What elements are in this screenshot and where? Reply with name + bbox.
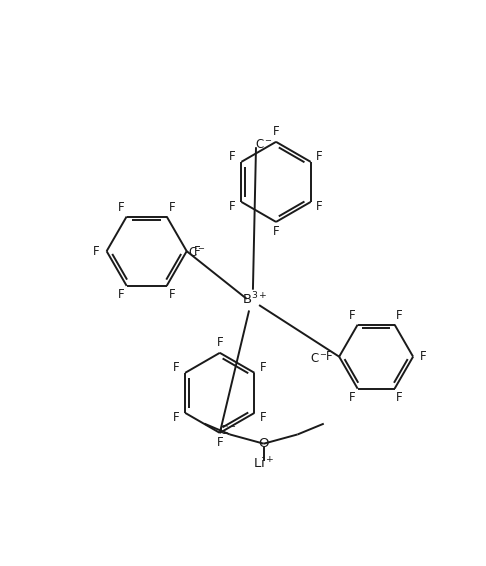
Text: F: F	[349, 310, 356, 323]
Text: F: F	[260, 361, 266, 374]
Text: F: F	[396, 391, 403, 404]
Text: O: O	[259, 437, 269, 450]
Text: F: F	[216, 336, 223, 349]
Text: $\mathregular{Li^+}$: $\mathregular{Li^+}$	[253, 456, 275, 471]
Text: F: F	[316, 151, 323, 164]
Text: F: F	[273, 225, 279, 238]
Text: F: F	[273, 125, 279, 138]
Text: $\mathregular{C^-}$: $\mathregular{C^-}$	[219, 424, 237, 437]
Text: F: F	[173, 411, 180, 424]
Text: F: F	[168, 201, 175, 215]
Text: $\mathregular{B^{3+}}$: $\mathregular{B^{3+}}$	[243, 290, 268, 307]
Text: F: F	[118, 288, 125, 301]
Text: F: F	[168, 288, 175, 301]
Text: $\mathregular{C^-}$: $\mathregular{C^-}$	[311, 351, 329, 365]
Text: F: F	[260, 411, 266, 424]
Text: $\mathregular{C^-}$: $\mathregular{C^-}$	[189, 246, 207, 259]
Text: F: F	[420, 350, 426, 363]
Text: F: F	[229, 151, 236, 164]
Text: F: F	[326, 350, 332, 363]
Text: F: F	[216, 436, 223, 449]
Text: $\mathregular{C^-}$: $\mathregular{C^-}$	[255, 139, 273, 151]
Text: F: F	[118, 201, 125, 215]
Text: F: F	[193, 245, 200, 258]
Text: F: F	[229, 200, 236, 213]
Text: F: F	[173, 361, 180, 374]
Text: F: F	[396, 310, 403, 323]
Text: F: F	[349, 391, 356, 404]
Text: F: F	[316, 200, 323, 213]
Text: F: F	[93, 245, 100, 258]
